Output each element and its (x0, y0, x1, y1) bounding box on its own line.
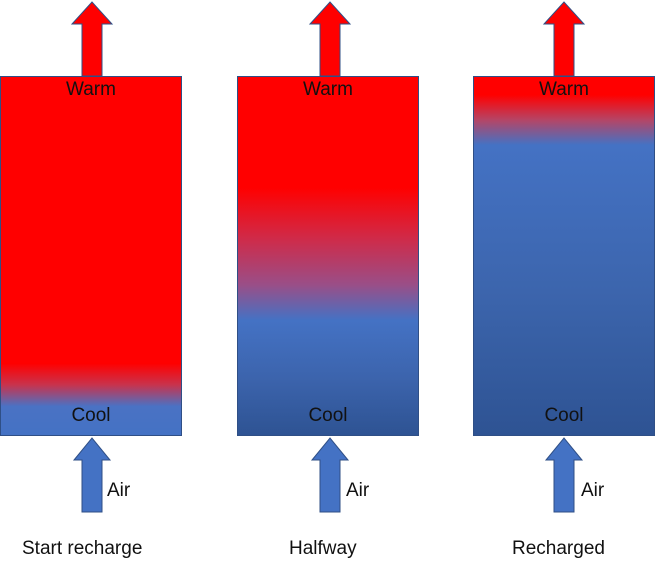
warm-label: Warm (66, 79, 116, 100)
red-up-arrow-icon (70, 1, 114, 77)
air-label: Air (581, 480, 605, 501)
cool-label: Cool (308, 405, 348, 426)
warm-label: Warm (303, 79, 353, 100)
cool-label: Cool (71, 405, 111, 426)
stage-start-recharge: Warm Cool Air Start recharge (0, 0, 200, 577)
stage-caption: Start recharge (22, 538, 143, 559)
storage-tank: Warm Cool (0, 76, 182, 436)
blue-up-arrow-icon (72, 437, 112, 513)
stage-caption: Halfway (289, 538, 357, 559)
stage-halfway: Warm Cool Air Halfway (237, 0, 437, 577)
air-label: Air (107, 480, 131, 501)
red-up-arrow-icon (542, 1, 586, 77)
stage-caption: Recharged (512, 538, 605, 559)
stage-recharged: Warm Cool Air Recharged (473, 0, 656, 577)
warm-label: Warm (539, 79, 589, 100)
blue-up-arrow-icon (310, 437, 350, 513)
air-label: Air (346, 480, 370, 501)
storage-tank: Warm Cool (237, 76, 419, 436)
red-up-arrow-icon (308, 1, 352, 77)
storage-tank: Warm Cool (473, 76, 655, 436)
cool-label: Cool (544, 405, 584, 426)
blue-up-arrow-icon (544, 437, 584, 513)
